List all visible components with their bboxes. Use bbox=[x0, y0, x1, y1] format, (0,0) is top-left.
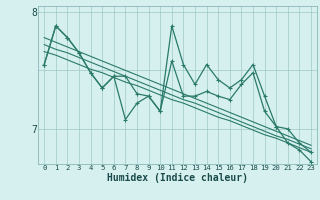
X-axis label: Humidex (Indice chaleur): Humidex (Indice chaleur) bbox=[107, 173, 248, 183]
